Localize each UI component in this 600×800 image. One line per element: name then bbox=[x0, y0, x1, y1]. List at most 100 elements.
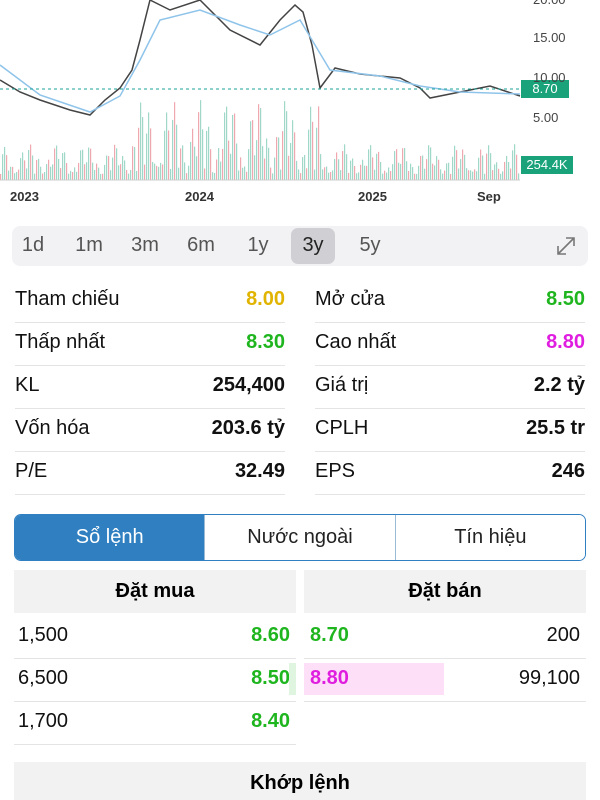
volume-bar bbox=[254, 155, 256, 180]
volume-bar bbox=[242, 167, 244, 180]
volume-bar bbox=[478, 157, 480, 180]
volume-bar bbox=[214, 173, 216, 180]
volume-bar bbox=[116, 148, 118, 180]
volume-bar bbox=[278, 137, 280, 180]
tab[interactable]: Tín hiệu bbox=[394, 515, 585, 560]
volume-bar bbox=[342, 151, 344, 180]
volume-bar bbox=[380, 161, 382, 180]
buy-volume: 1,700 bbox=[18, 710, 69, 732]
stat-value: 25.5 tr bbox=[526, 417, 585, 439]
volume-bar bbox=[70, 170, 72, 180]
range-option[interactable]: 1y bbox=[247, 234, 269, 256]
volume-bar bbox=[346, 154, 348, 180]
volume-bar bbox=[508, 161, 510, 180]
volume-bar bbox=[468, 170, 470, 180]
stat-label: P/E bbox=[15, 460, 48, 482]
volume-bar bbox=[328, 172, 330, 180]
volume-bar bbox=[286, 111, 288, 180]
volume-bar bbox=[208, 126, 210, 180]
volume-bar bbox=[412, 167, 414, 180]
volume-bar bbox=[196, 156, 198, 180]
volume-bar bbox=[82, 149, 84, 180]
volume-bar bbox=[24, 160, 26, 180]
volume-bar bbox=[282, 131, 284, 180]
stat-label: KL bbox=[15, 374, 40, 396]
volume-bar bbox=[298, 169, 300, 180]
stat-label: CPLH bbox=[315, 417, 369, 439]
buy-price: 8.40 bbox=[251, 710, 290, 732]
volume-bar bbox=[502, 171, 504, 180]
volume-bar bbox=[32, 155, 34, 180]
volume-bar bbox=[500, 173, 502, 180]
buy-price: 8.50 bbox=[251, 667, 290, 689]
volume-bar bbox=[28, 149, 30, 180]
row-divider bbox=[15, 322, 285, 323]
sell-volume: 99,100 bbox=[518, 667, 580, 689]
volume-bar bbox=[378, 151, 380, 180]
match-header: Khớp lệnh bbox=[250, 772, 350, 794]
volume-bar bbox=[356, 173, 358, 180]
x-tick-label: 2025 bbox=[358, 189, 387, 204]
volume-bar bbox=[382, 173, 384, 180]
volume-bar bbox=[482, 155, 484, 180]
volume-bar bbox=[20, 158, 22, 180]
volume-bar bbox=[448, 162, 450, 180]
volume-bar bbox=[304, 154, 306, 180]
volume-bar bbox=[240, 157, 242, 180]
volume-bar bbox=[216, 159, 218, 180]
volume-bar bbox=[438, 159, 440, 180]
volume-bar bbox=[154, 163, 156, 180]
volume-bar bbox=[376, 153, 378, 180]
volume-bar bbox=[362, 159, 364, 180]
volume-bar bbox=[52, 164, 54, 180]
volume-bar bbox=[470, 170, 472, 180]
volume-bar bbox=[68, 173, 70, 180]
volume-bar bbox=[162, 164, 164, 180]
range-option[interactable]: 3y bbox=[302, 234, 324, 256]
volume-bar bbox=[392, 164, 394, 180]
volume-bar bbox=[64, 152, 66, 180]
volume-bar bbox=[340, 170, 342, 180]
volume-bar bbox=[152, 161, 154, 180]
volume-bar bbox=[452, 156, 454, 180]
buy-price: 8.60 bbox=[251, 624, 290, 646]
volume-bar bbox=[14, 173, 16, 180]
tab[interactable]: Sổ lệnh bbox=[15, 515, 205, 560]
row-divider bbox=[315, 494, 585, 495]
range-option[interactable]: 5y bbox=[359, 234, 381, 256]
volume-bar bbox=[272, 173, 274, 180]
volume-bar bbox=[310, 106, 312, 180]
volume-bar bbox=[424, 168, 426, 180]
row-divider bbox=[304, 701, 586, 702]
ma-line bbox=[0, 9, 521, 113]
range-option[interactable]: 6m bbox=[187, 234, 215, 256]
range-option[interactable]: 3m bbox=[131, 234, 159, 256]
volume-label: 254.4K bbox=[521, 156, 573, 174]
volume-bar bbox=[0, 174, 2, 180]
expand-icon[interactable] bbox=[555, 235, 577, 257]
volume-bar bbox=[410, 163, 412, 180]
volume-bar bbox=[78, 162, 80, 180]
range-option[interactable]: 1m bbox=[75, 234, 103, 256]
volume-bar bbox=[10, 166, 12, 180]
volume-bar bbox=[26, 168, 28, 180]
volume-bar bbox=[440, 169, 442, 180]
volume-bar bbox=[150, 128, 152, 180]
stat-value: 246 bbox=[551, 460, 585, 482]
volume-bar bbox=[138, 127, 140, 180]
volume-bar bbox=[146, 133, 148, 180]
volume-bar bbox=[270, 167, 272, 180]
buy-volume: 1,500 bbox=[18, 624, 69, 646]
volume-bar bbox=[194, 146, 196, 180]
stat-label: Mở cửa bbox=[315, 288, 385, 310]
volume-bar bbox=[488, 145, 490, 180]
volume-bar bbox=[136, 171, 138, 180]
volume-bar bbox=[390, 171, 392, 180]
volume-bar bbox=[188, 165, 190, 180]
volume-bar bbox=[284, 101, 286, 180]
volume-bar bbox=[296, 160, 298, 180]
volume-bar bbox=[226, 106, 228, 180]
range-option[interactable]: 1d bbox=[21, 234, 45, 256]
volume-bar bbox=[140, 102, 142, 180]
tab[interactable]: Nước ngoài bbox=[204, 515, 395, 560]
